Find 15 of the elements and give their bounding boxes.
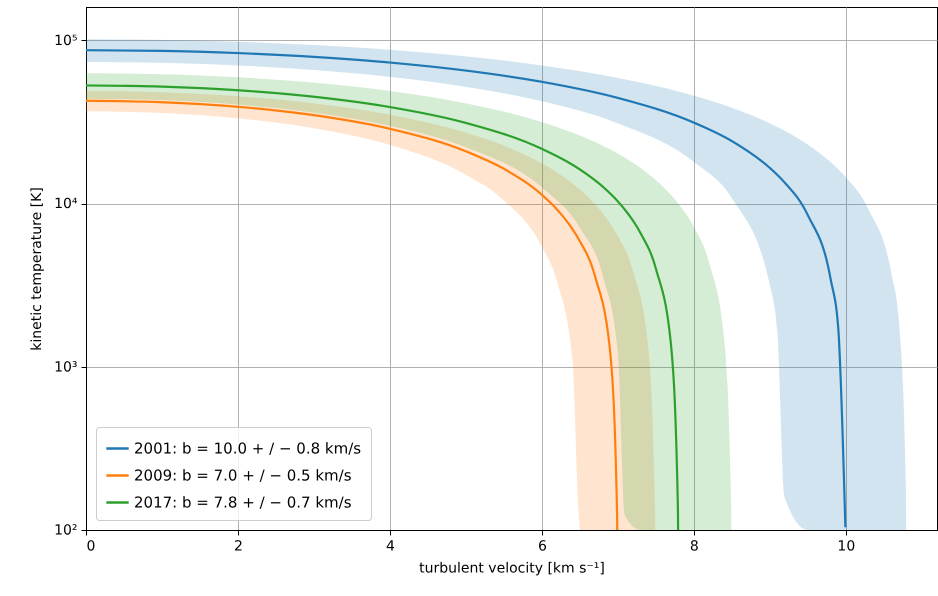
x-tick-label: 6: [538, 538, 547, 554]
y-tick-label: 10³: [54, 359, 78, 376]
x-tick-label: 4: [386, 538, 395, 554]
x-axis-title: turbulent velocity [km s⁻¹]: [419, 560, 605, 576]
legend-label: 2017: b = 7.8 + / − 0.7 km/s: [134, 494, 352, 512]
y-tick-label: 10⁵: [54, 32, 78, 49]
x-tick-label: 8: [690, 538, 699, 554]
legend-label: 2009: b = 7.0 + / − 0.5 km/s: [134, 466, 352, 484]
y-tick-label: 10²: [54, 522, 78, 538]
legend-label: 2001: b = 10.0 + / − 0.8 km/s: [134, 440, 362, 458]
x-tick-label: 0: [86, 538, 96, 554]
y-tick-label: 10⁴: [54, 196, 78, 212]
x-tick-label: 2: [234, 538, 243, 554]
y-axis-title: kinetic temperature [K]: [29, 187, 46, 351]
x-tick-label: 10: [837, 538, 856, 554]
